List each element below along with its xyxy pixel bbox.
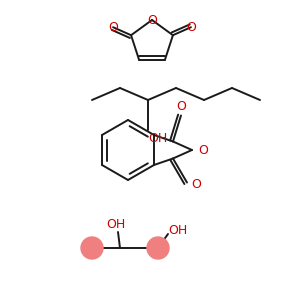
Text: OH: OH — [168, 224, 188, 236]
Text: O: O — [186, 21, 196, 34]
Text: O: O — [198, 143, 208, 157]
Circle shape — [81, 237, 103, 259]
Text: O: O — [147, 14, 157, 26]
Circle shape — [147, 237, 169, 259]
Text: OH: OH — [148, 131, 168, 145]
Text: O: O — [108, 21, 118, 34]
Text: O: O — [191, 178, 201, 191]
Text: O: O — [176, 100, 186, 113]
Text: OH: OH — [106, 218, 126, 230]
